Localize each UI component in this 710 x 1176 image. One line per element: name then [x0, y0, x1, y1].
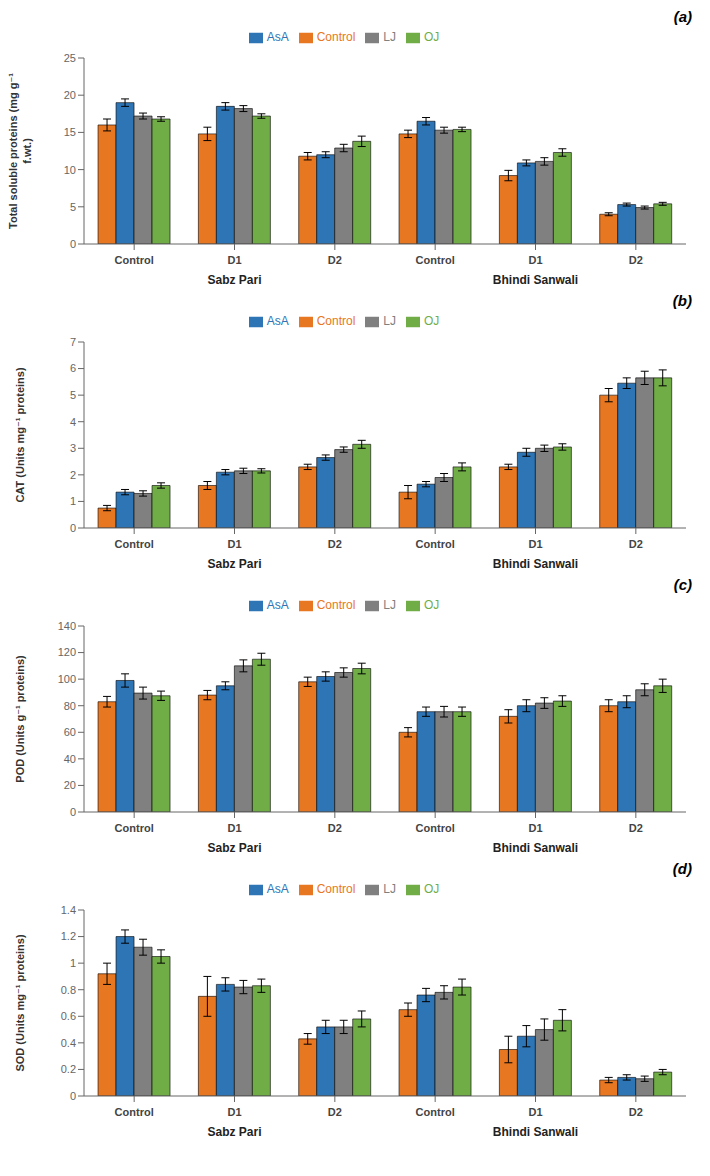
svg-text:Bhindi Sanwali: Bhindi Sanwali: [493, 1125, 578, 1139]
html-text:AsA: AsA: [266, 30, 289, 44]
svg-text:D2: D2: [328, 822, 342, 834]
svg-text:0: 0: [70, 806, 76, 818]
svg-text:Sabz Pari: Sabz Pari: [207, 557, 261, 571]
svg-text:D2: D2: [629, 538, 643, 550]
html-text:Control: Control: [316, 314, 356, 328]
svg-text:15: 15: [64, 126, 76, 138]
svg-text:Control: Control: [416, 822, 455, 834]
html-text:LJ: LJ: [383, 314, 396, 328]
svg-text:0: 0: [70, 522, 76, 534]
svg-text:SOD (Units mg⁻¹ proteins): SOD (Units mg⁻¹ proteins): [14, 934, 26, 1072]
html-text:LJ: LJ: [383, 30, 396, 44]
html-text:OJ: OJ: [424, 30, 440, 44]
html-text:(a): (a): [673, 8, 692, 25]
svg-text:5: 5: [70, 389, 76, 401]
svg-text:Control: Control: [115, 1106, 154, 1118]
svg-text:D2: D2: [328, 538, 342, 550]
svg-text:20: 20: [64, 779, 76, 791]
svg-text:120: 120: [58, 646, 76, 658]
svg-text:80: 80: [64, 700, 76, 712]
svg-text:140: 140: [58, 620, 76, 632]
svg-text:Control: Control: [416, 1106, 455, 1118]
svg-text:D1: D1: [528, 822, 542, 834]
svg-text:20: 20: [64, 89, 76, 101]
html-text:OJ: OJ: [424, 882, 440, 896]
svg-text:3: 3: [70, 442, 76, 454]
svg-text:POD (Units g⁻¹ proteins): POD (Units g⁻¹ proteins): [14, 655, 26, 783]
svg-text:D1: D1: [227, 822, 241, 834]
svg-text:7: 7: [70, 336, 76, 348]
svg-text:6: 6: [70, 362, 76, 374]
html-text:Control: Control: [316, 30, 356, 44]
svg-text:Bhindi Sanwali: Bhindi Sanwali: [493, 557, 578, 571]
svg-text:1: 1: [70, 957, 76, 969]
svg-text:0.6: 0.6: [61, 1010, 76, 1022]
svg-text:D1: D1: [528, 1106, 542, 1118]
svg-text:Total soluble proteins (mg g⁻¹: Total soluble proteins (mg g⁻¹f.wt.): [8, 73, 33, 229]
html-text:AsA: AsA: [266, 598, 289, 612]
svg-text:1: 1: [70, 495, 76, 507]
html-text:AsA: AsA: [266, 882, 289, 896]
svg-text:Sabz Pari: Sabz Pari: [207, 1125, 261, 1139]
svg-text:0.4: 0.4: [61, 1037, 76, 1049]
svg-text:D1: D1: [528, 538, 542, 550]
html-text:LJ: LJ: [383, 882, 396, 896]
svg-text:0.8: 0.8: [61, 984, 76, 996]
svg-text:D2: D2: [629, 1106, 643, 1118]
svg-text:2: 2: [70, 469, 76, 481]
svg-text:CAT (Units mg⁻¹ proteins): CAT (Units mg⁻¹ proteins): [14, 367, 26, 502]
svg-text:Control: Control: [115, 254, 154, 266]
svg-text:1.2: 1.2: [61, 930, 76, 942]
svg-text:Control: Control: [416, 538, 455, 550]
svg-text:Control: Control: [115, 538, 154, 550]
html-text:OJ: OJ: [424, 598, 440, 612]
svg-text:D1: D1: [528, 254, 542, 266]
html-text:LJ: LJ: [383, 598, 396, 612]
svg-text:4: 4: [70, 416, 76, 428]
svg-text:Bhindi Sanwali: Bhindi Sanwali: [493, 273, 578, 287]
html-text:OJ: OJ: [424, 314, 440, 328]
svg-text:0.2: 0.2: [61, 1063, 76, 1075]
html-text:(d): (d): [672, 860, 692, 877]
svg-text:D2: D2: [328, 254, 342, 266]
svg-text:D2: D2: [629, 254, 643, 266]
svg-text:0: 0: [70, 238, 76, 250]
svg-text:10: 10: [64, 164, 76, 176]
svg-text:D2: D2: [629, 822, 643, 834]
svg-text:5: 5: [70, 201, 76, 213]
html-text:(c): (c): [673, 576, 692, 593]
svg-text:1.4: 1.4: [61, 904, 76, 916]
svg-text:Control: Control: [416, 254, 455, 266]
svg-text:D2: D2: [328, 1106, 342, 1118]
svg-text:D1: D1: [227, 254, 241, 266]
svg-text:25: 25: [64, 52, 76, 64]
html-text:(b): (b): [672, 292, 692, 309]
svg-text:Control: Control: [115, 822, 154, 834]
svg-text:40: 40: [64, 753, 76, 765]
svg-text:Sabz Pari: Sabz Pari: [207, 273, 261, 287]
svg-text:100: 100: [58, 673, 76, 685]
svg-text:Bhindi Sanwali: Bhindi Sanwali: [493, 841, 578, 855]
html-text:Control: Control: [316, 598, 356, 612]
svg-text:0: 0: [70, 1090, 76, 1102]
html-text:Control: Control: [316, 882, 356, 896]
svg-text:60: 60: [64, 726, 76, 738]
svg-text:D1: D1: [227, 1106, 241, 1118]
html-text:AsA: AsA: [266, 314, 289, 328]
svg-text:D1: D1: [227, 538, 241, 550]
svg-text:Sabz Pari: Sabz Pari: [207, 841, 261, 855]
